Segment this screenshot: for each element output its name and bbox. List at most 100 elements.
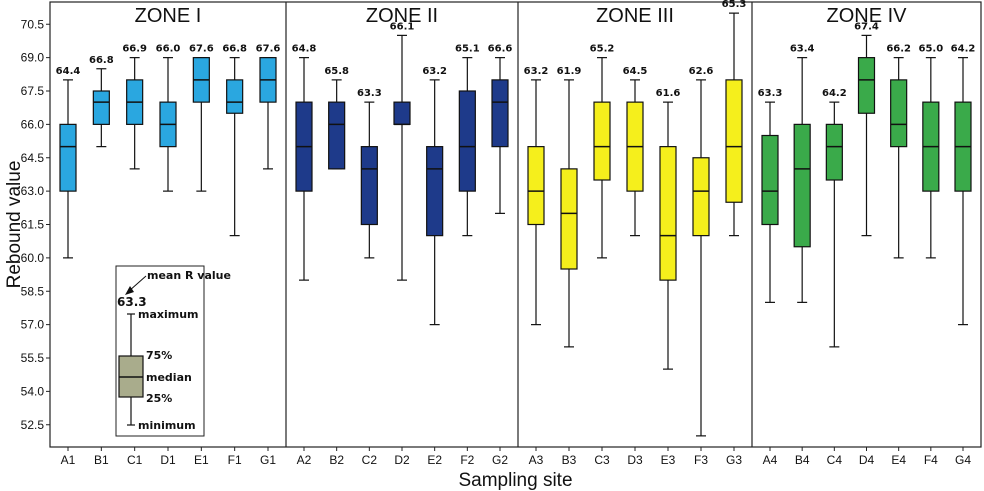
x-tick-label-C1: C1 (127, 453, 143, 467)
y-tick-label: 70.5 (21, 17, 45, 31)
iqr-box-C2 (360, 146, 378, 226)
box-A4: 63.3 (758, 88, 782, 303)
mean-label-A3: 63.2 (524, 66, 549, 77)
mean-label-B2: 65.8 (324, 66, 349, 77)
mean-label-C3: 65.2 (590, 44, 615, 55)
mean-label-G3: 65.3 (722, 0, 747, 10)
mean-label-A1: 64.4 (56, 66, 81, 77)
box-E3: 61.6 (656, 88, 681, 370)
mean-label-D3: 64.5 (623, 66, 648, 77)
x-tick-label-A1: A1 (61, 453, 76, 467)
boxplot-series: 64.4 66.8 66.9 66.0 67.6 66.8 67.6 64.8 65.8 63.3… (56, 0, 975, 437)
box-B4: 63.4 (790, 44, 815, 303)
box-D1: 66.0 (156, 44, 181, 192)
x-tick-label-G3: G3 (726, 453, 742, 467)
box-F3: 62.6 (689, 66, 714, 437)
x-tick-label-A3: A3 (529, 453, 544, 467)
x-tick-label-E2: E2 (427, 453, 442, 467)
y-axis-title: Rebound value (4, 161, 25, 289)
iqr-box-G3 (725, 79, 743, 203)
mean-label-B1: 66.8 (89, 55, 114, 66)
iqr-box-C3 (593, 101, 611, 181)
x-tick-label-B1: B1 (94, 453, 109, 467)
x-tick-label-D1: D1 (160, 453, 176, 467)
mean-label-D2: 66.1 (390, 21, 415, 32)
x-tick-label-B4: B4 (795, 453, 810, 467)
iqr-box-B4 (793, 123, 811, 248)
box-G3: 65.3 (722, 0, 747, 237)
mean-label-E3: 61.6 (656, 88, 681, 99)
box-A3: 63.2 (524, 66, 549, 326)
iqr-box-G2 (491, 79, 509, 148)
y-axis-ticks: 52.5 54.0 55.5 57.0 58.5 60.0 61.5 63.0 64.5 66.0… (21, 17, 50, 432)
y-tick-label: 55.5 (21, 351, 45, 365)
y-tick-label: 66.0 (21, 117, 45, 131)
x-tick-label-C4: C4 (827, 453, 843, 467)
box-C3: 65.2 (590, 44, 615, 259)
mean-label-C4: 64.2 (822, 88, 847, 99)
iqr-box-A1 (59, 123, 77, 192)
box-G4: 64.2 (951, 44, 975, 326)
iqr-box-A4 (761, 134, 779, 226)
iqr-box-B3 (560, 168, 578, 270)
box-F2: 65.1 (455, 44, 480, 237)
legend-mean-example: 63.3 (117, 295, 147, 309)
x-tick-label-B2: B2 (329, 453, 344, 467)
legend-maximum-label: maximum (138, 308, 199, 321)
y-tick-label: 64.5 (21, 151, 45, 165)
iqr-box-E3 (659, 146, 677, 281)
box-B2: 65.8 (324, 66, 349, 170)
y-tick-label: 69.0 (21, 51, 45, 65)
iqr-box-B1 (92, 90, 110, 125)
x-tick-label-E1: E1 (194, 453, 209, 467)
box-F4: 65.0 (918, 44, 943, 259)
x-tick-label-F1: F1 (228, 453, 242, 467)
box-D2: 66.1 (390, 21, 415, 281)
x-tick-label-D2: D2 (394, 453, 410, 467)
mean-label-C2: 63.3 (357, 88, 382, 99)
x-tick-label-A2: A2 (297, 453, 312, 467)
mean-label-D4: 67.4 (854, 21, 879, 32)
x-tick-label-F2: F2 (460, 453, 474, 467)
zone-title-1: ZONE I (135, 5, 202, 27)
mean-label-F4: 65.0 (918, 44, 943, 55)
box-B3: 61.9 (557, 66, 581, 348)
mean-label-F2: 65.1 (455, 44, 480, 55)
x-tick-label-B3: B3 (562, 453, 577, 467)
y-tick-label: 63.0 (21, 184, 45, 198)
mean-label-F3: 62.6 (689, 66, 714, 77)
mean-label-C1: 66.9 (122, 44, 147, 55)
iqr-box-F3 (692, 157, 710, 237)
box-D4: 67.4 (854, 21, 879, 237)
iqr-box-F1 (226, 79, 244, 114)
box-B1: 66.8 (89, 55, 114, 148)
box-E1: 67.6 (189, 44, 214, 192)
zone-title-2: ZONE II (366, 5, 438, 27)
legend-arrowhead (125, 286, 134, 295)
legend-median-label: median (146, 371, 192, 384)
iqr-box-F2 (458, 90, 476, 192)
mean-label-D1: 66.0 (156, 44, 181, 55)
mean-label-F1: 66.8 (222, 44, 247, 55)
box-C4: 64.2 (822, 88, 847, 348)
x-tick-label-A4: A4 (763, 453, 778, 467)
y-tick-label: 60.0 (21, 251, 45, 265)
iqr-box-C4 (825, 123, 843, 181)
x-axis-ticks: A1 B1 C1 D1 E1 F1 G1 A2 B2 C2 D2 E2 F2 G2 A3 B3 C3 D3 E3 F3… (61, 447, 971, 467)
legend-minimum-label: minimum (138, 419, 196, 432)
x-tick-label-E4: E4 (891, 453, 906, 467)
iqr-box-D4 (857, 57, 876, 114)
mean-label-E1: 67.6 (189, 44, 214, 55)
iqr-box-E4 (890, 79, 908, 148)
zone-title-4: ZONE IV (826, 5, 907, 27)
iqr-box-D2 (393, 101, 411, 125)
x-tick-label-D4: D4 (859, 453, 875, 467)
box-A2: 64.8 (292, 44, 316, 281)
y-tick-label: 52.5 (21, 418, 45, 432)
box-G2: 66.6 (488, 44, 512, 214)
mean-label-G1: 67.6 (256, 44, 281, 55)
y-tick-label: 57.0 (21, 318, 45, 332)
legend-q3-label: 75% (146, 349, 172, 362)
mean-label-E4: 66.2 (886, 44, 911, 55)
